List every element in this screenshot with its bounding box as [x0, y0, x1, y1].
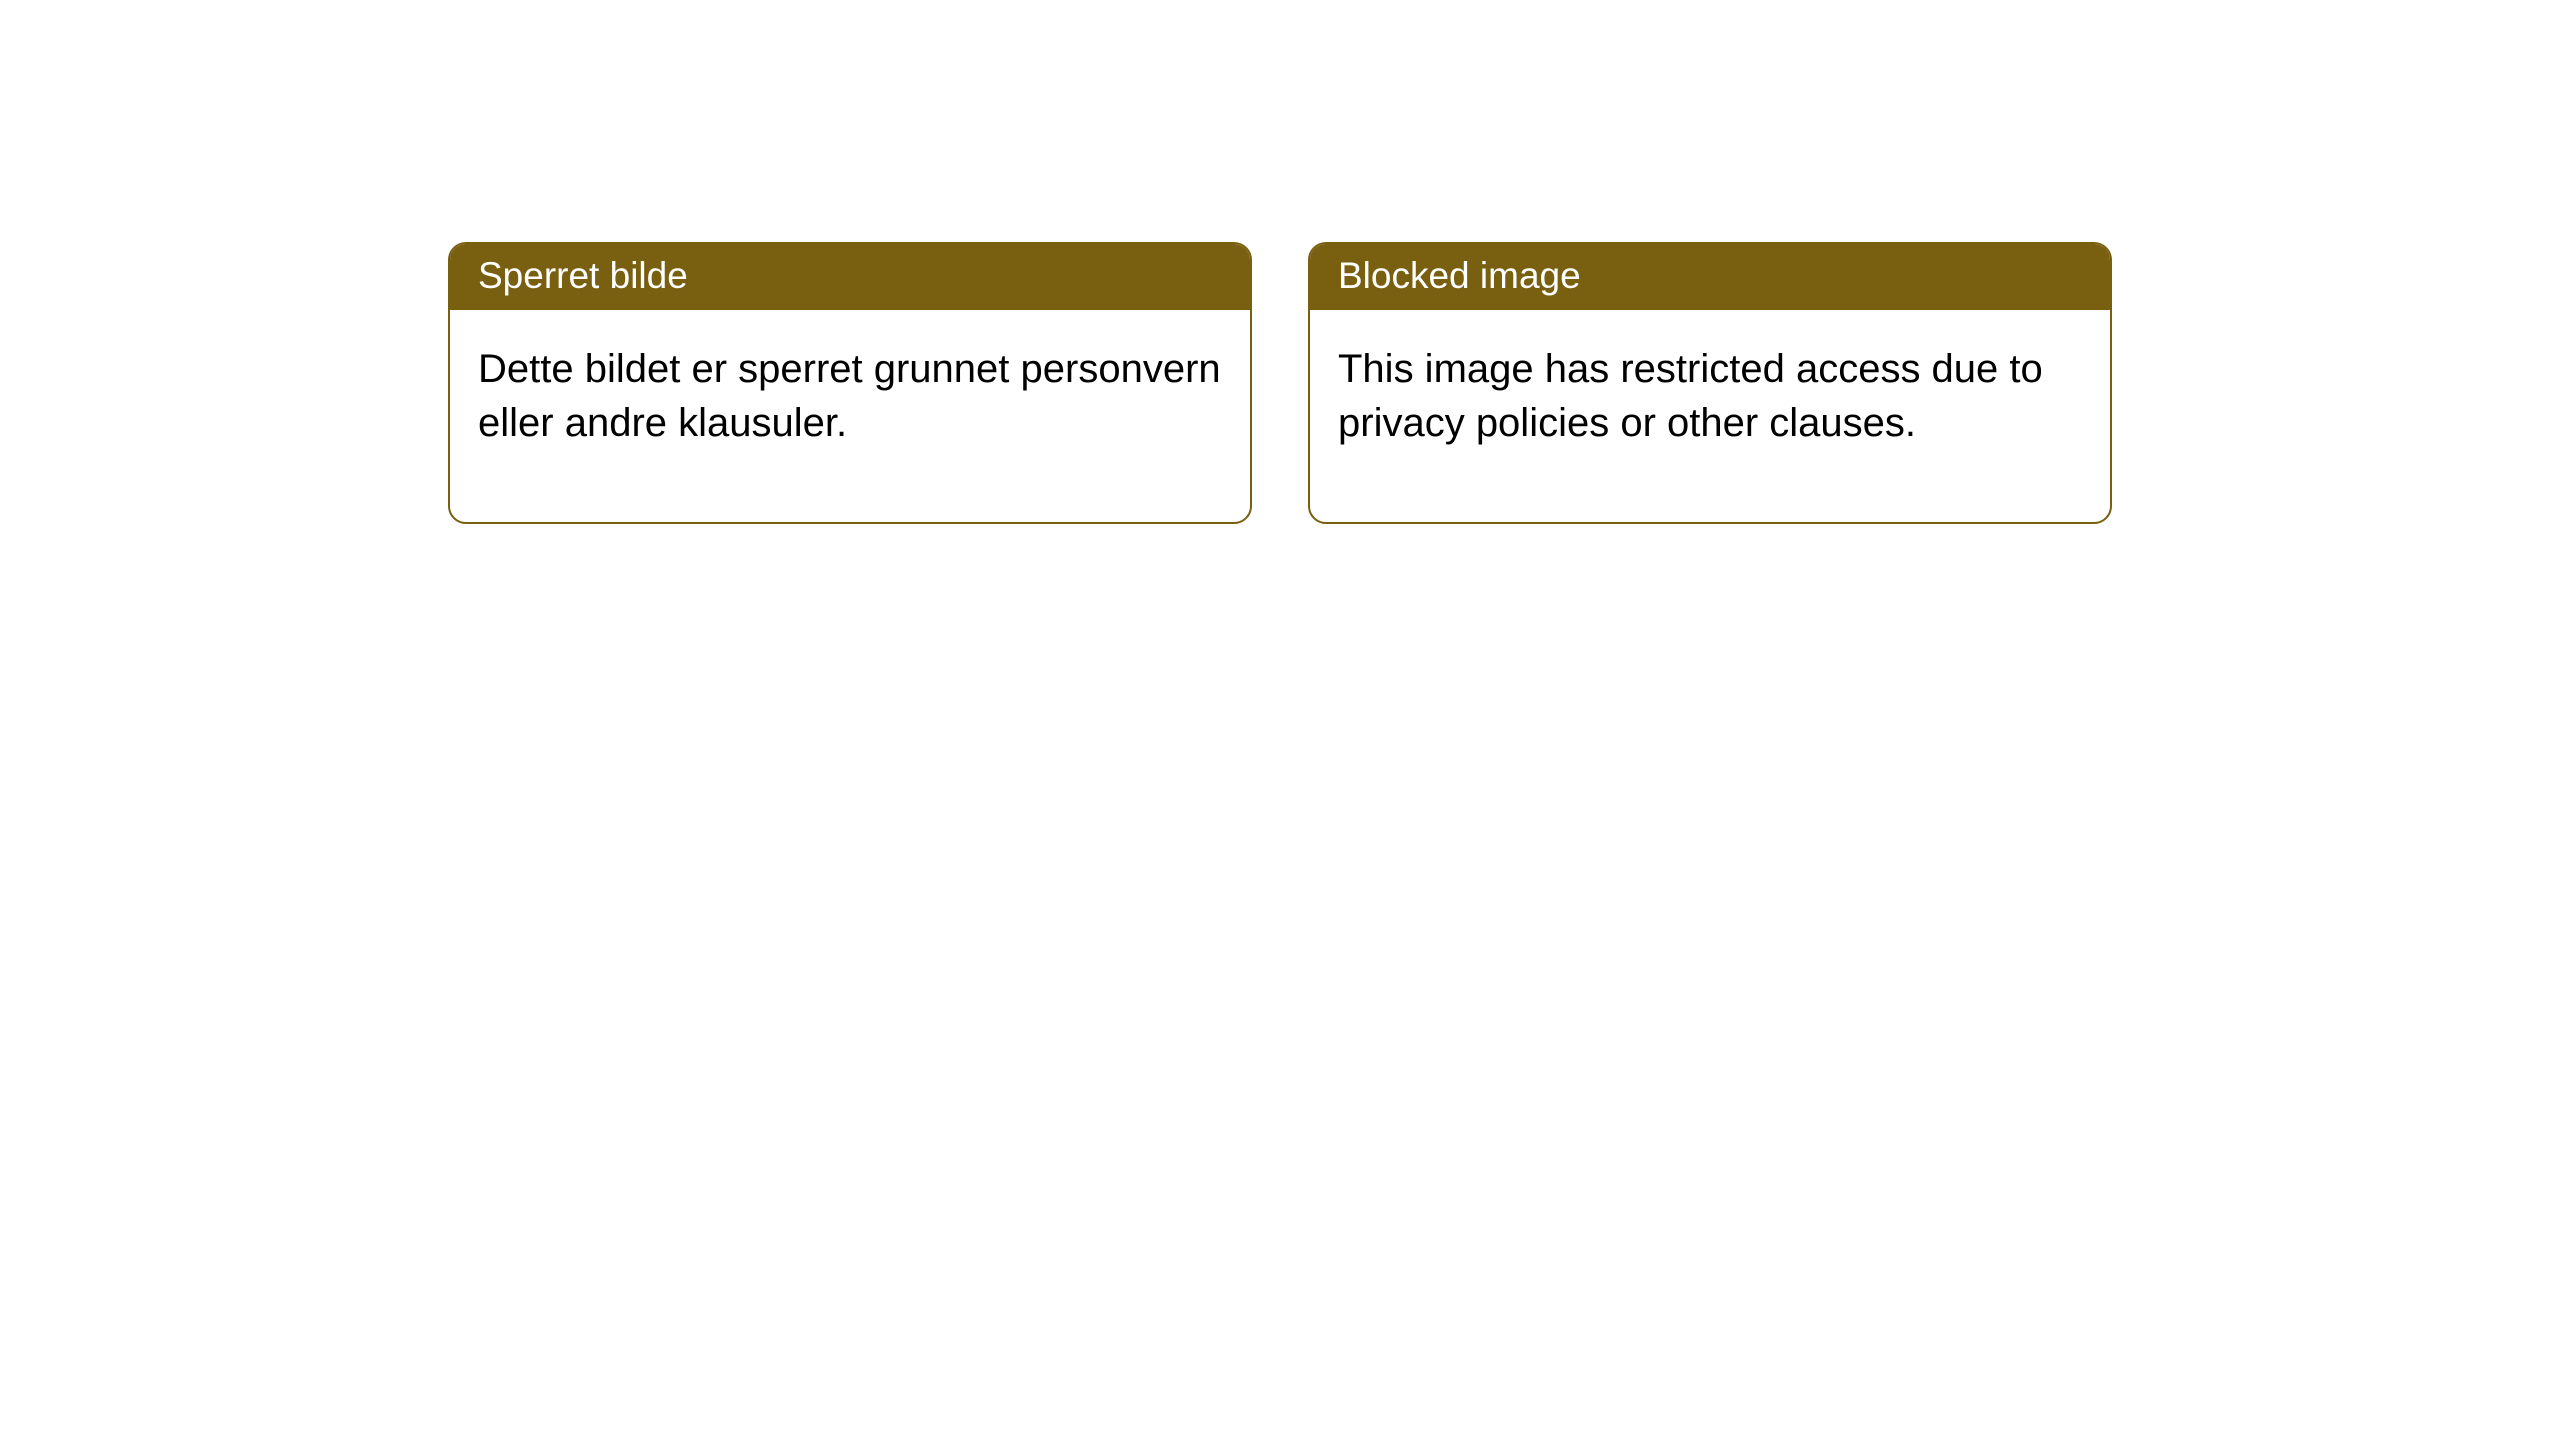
notice-container: Sperret bilde Dette bildet er sperret gr… [448, 242, 2112, 524]
notice-body: Dette bildet er sperret grunnet personve… [450, 310, 1250, 522]
notice-body: This image has restricted access due to … [1310, 310, 2110, 522]
notice-header: Blocked image [1310, 244, 2110, 310]
notice-header: Sperret bilde [450, 244, 1250, 310]
notice-box-norwegian: Sperret bilde Dette bildet er sperret gr… [448, 242, 1252, 524]
notice-box-english: Blocked image This image has restricted … [1308, 242, 2112, 524]
